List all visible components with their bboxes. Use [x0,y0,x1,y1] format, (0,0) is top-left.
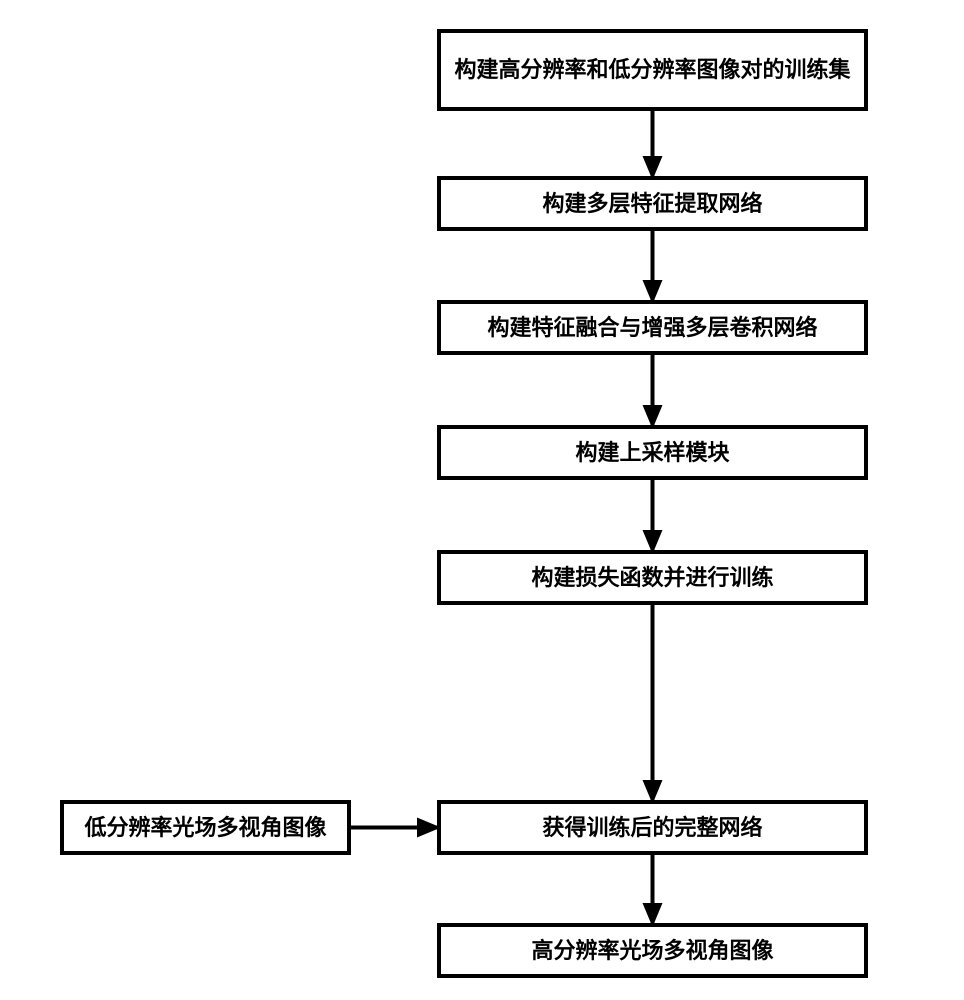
flowchart-node-n4: 构建上采样模块 [437,425,868,480]
flowchart-canvas: 构建高分辨率和低分辨率图像对的训练集构建多层特征提取网络构建特征融合与增强多层卷… [0,0,964,1000]
flowchart-node-n5: 构建损失函数并进行训练 [437,550,868,605]
flowchart-node-n1: 构建高分辨率和低分辨率图像对的训练集 [437,29,868,111]
flowchart-node-label: 构建上采样模块 [575,439,729,467]
flowchart-node-n3: 构建特征融合与增强多层卷积网络 [437,300,868,355]
flowchart-node-label: 低分辨率光场多视角图像 [84,814,326,842]
flowchart-node-n6: 获得训练后的完整网络 [437,800,868,855]
flowchart-node-n2: 构建多层特征提取网络 [437,176,868,231]
flowchart-node-n7: 高分辨率光场多视角图像 [437,923,868,978]
flowchart-node-label: 构建损失函数并进行训练 [531,564,773,592]
flowchart-node-label: 获得训练后的完整网络 [542,814,762,842]
flowchart-node-n8: 低分辨率光场多视角图像 [60,800,351,855]
flowchart-node-label: 构建多层特征提取网络 [542,190,762,218]
flowchart-node-label: 构建特征融合与增强多层卷积网络 [487,314,817,342]
flowchart-node-label: 构建高分辨率和低分辨率图像对的训练集 [454,56,850,84]
flowchart-node-label: 高分辨率光场多视角图像 [531,937,773,965]
